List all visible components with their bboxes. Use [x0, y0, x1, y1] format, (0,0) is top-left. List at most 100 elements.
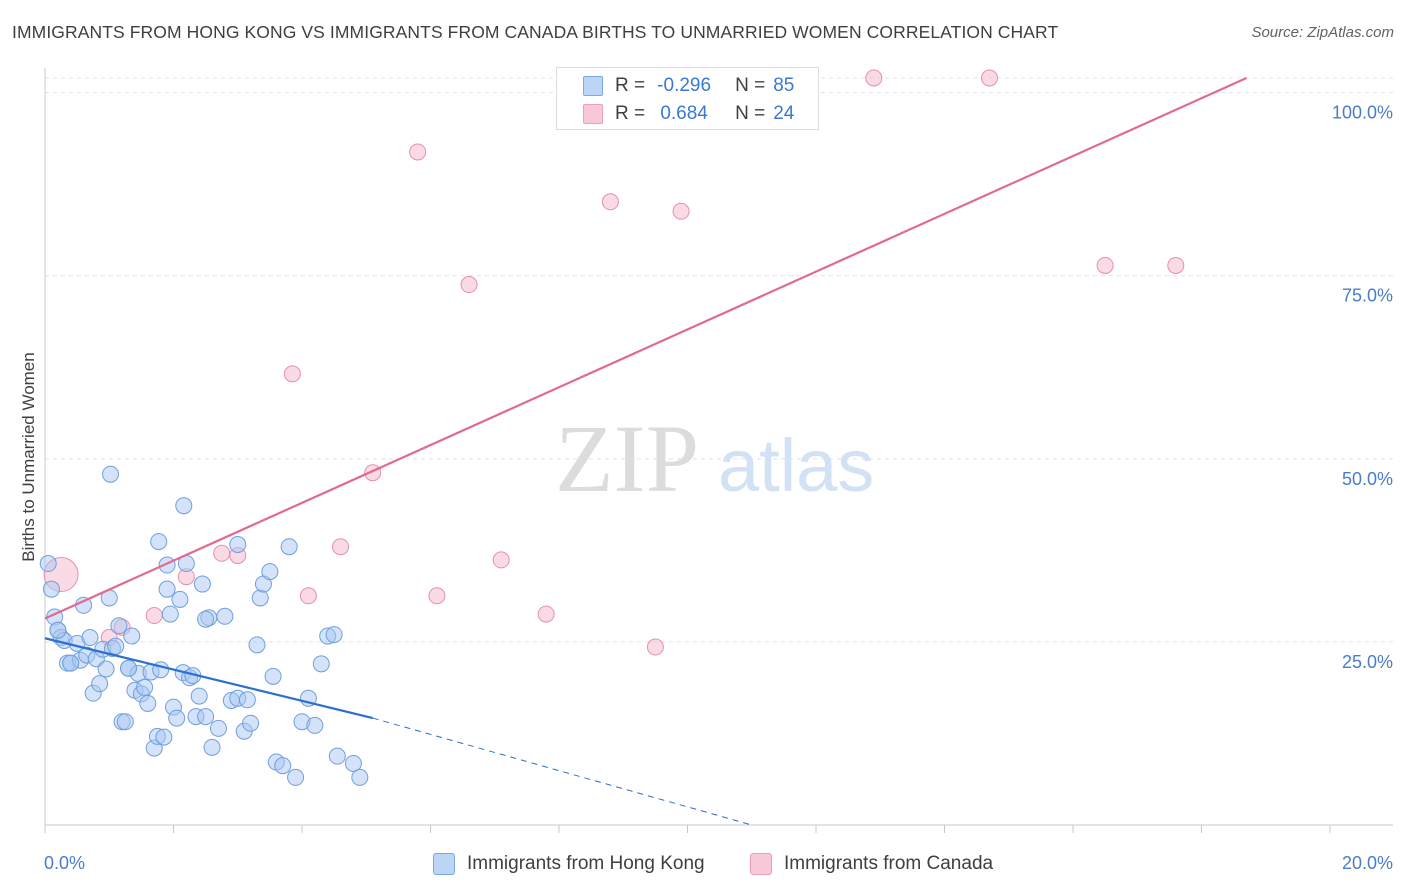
hong-kong-point [306, 716, 324, 734]
source-label: Source: ZipAtlas.com [1251, 24, 1394, 41]
watermark: ZIP atlas [555, 405, 874, 512]
hong-kong-point [161, 605, 179, 623]
x-tick-label: 0.0% [44, 853, 85, 873]
canada-point [1096, 256, 1114, 274]
hong-kong-point [216, 607, 234, 625]
hong-kong-point [120, 659, 138, 677]
legend-n-value: 24 [773, 103, 795, 124]
canada-point [428, 587, 446, 605]
hong-kong-point [116, 713, 134, 731]
hong-kong-point [229, 536, 247, 554]
hong-kong-point [193, 575, 211, 593]
canada-point [865, 69, 883, 87]
hong-kong-point [280, 538, 298, 556]
canada-trend-line [44, 76, 1247, 620]
canada-point [672, 202, 690, 220]
hong-kong-point [209, 719, 227, 737]
hong-kong-point [312, 655, 330, 673]
hong-kong-point [203, 738, 221, 756]
hong-kong-point [42, 580, 60, 598]
hong-kong-point [39, 555, 57, 573]
bottom-legend-label-hong-kong: Immigrants from Hong Kong [467, 853, 705, 874]
bottom-legend-canada: Immigrants from Canada [750, 851, 993, 877]
canada-point [537, 605, 555, 623]
canada-point [332, 538, 350, 556]
hong-kong-point [110, 617, 128, 635]
canada-point [460, 276, 478, 294]
hong-kong-point [139, 694, 157, 712]
hong-kong-point [171, 590, 189, 608]
hong-kong-points [39, 465, 369, 786]
canada-point [145, 607, 163, 625]
correlation-legend: R = -0.296 N = 85 R = 0.684 N = 24 [556, 67, 819, 130]
hong-kong-point [91, 675, 109, 693]
hong-kong-point [190, 687, 208, 705]
y-tick-labels: 25.0% 50.0% 75.0% 100.0% [1332, 103, 1393, 672]
bottom-legend-label-canada: Immigrants from Canada [784, 853, 994, 874]
canada-point [409, 143, 427, 161]
hong-kong-point [168, 709, 186, 727]
chart-title: IMMIGRANTS FROM HONG KONG VS IMMIGRANTS … [12, 22, 1059, 42]
hong-kong-point [325, 626, 343, 644]
y-axis-label: Births to Unmarried Women [19, 352, 38, 561]
hong-kong-point [155, 728, 173, 746]
hong-kong-point [261, 563, 279, 581]
legend-row-canada: R = 0.684 N = 24 [615, 101, 794, 127]
legend-r-value: -0.296 [657, 75, 712, 96]
hong-kong-point [242, 714, 260, 732]
legend-r-value: 0.684 [660, 103, 708, 124]
legend-n-label: N = [735, 75, 766, 96]
hong-kong-point [287, 768, 305, 786]
y-tick-label: 25.0% [1342, 652, 1393, 672]
x-tick-label: 20.0% [1342, 853, 1393, 873]
canada-point [1167, 256, 1185, 274]
hong-kong-point [81, 629, 99, 647]
canada-point [646, 638, 664, 656]
legend-n-value: 85 [773, 75, 795, 96]
hong-kong-point [197, 708, 215, 726]
hong-kong-point [123, 627, 141, 645]
hong-kong-point [197, 610, 215, 628]
bottom-legend-swatch-hong-kong [433, 853, 455, 875]
watermark-atlas: atlas [718, 424, 874, 507]
legend-swatch-canada [583, 104, 603, 124]
hong-kong-point [344, 754, 362, 772]
hong-kong-point [62, 654, 80, 672]
hong-kong-point [107, 637, 125, 655]
canada-point [213, 544, 231, 562]
hong-kong-point [102, 465, 120, 483]
legend-row-hong-kong: R = -0.296 N = 85 [615, 73, 794, 99]
canada-point [601, 193, 619, 211]
axes [44, 68, 1393, 833]
hong-kong-point [328, 747, 346, 765]
legend-r-label: R = [615, 75, 646, 96]
hong-kong-point [158, 580, 176, 598]
hong-kong-point [175, 497, 193, 515]
canada-point [492, 551, 510, 569]
hong-kong-point [251, 589, 269, 607]
watermark-zip: ZIP [555, 405, 699, 512]
hong-kong-point [248, 636, 266, 654]
hong-kong-point [264, 667, 282, 685]
hong-kong-point [274, 757, 292, 775]
gridlines [45, 77, 1393, 643]
hong-kong-point [97, 660, 115, 678]
hong-kong-trend-extension [372, 717, 752, 826]
canada-point [299, 587, 317, 605]
canada-point [283, 365, 301, 383]
legend-n-label: N = [735, 103, 766, 124]
hong-kong-trend-line [44, 637, 373, 720]
hong-kong-point [49, 621, 67, 639]
y-tick-label: 100.0% [1332, 103, 1393, 123]
hong-kong-point [238, 691, 256, 709]
y-tick-label: 75.0% [1342, 286, 1393, 306]
legend-r-label: R = [615, 103, 646, 124]
hong-kong-point [136, 678, 154, 696]
x-tick-labels: 0.0% 20.0% [44, 853, 1393, 873]
y-tick-label: 50.0% [1342, 469, 1393, 489]
bottom-legend-hong-kong: Immigrants from Hong Kong [433, 851, 705, 877]
bottom-legend-swatch-canada [750, 853, 772, 875]
legend-swatch-hong-kong [583, 76, 603, 96]
canada-point [980, 69, 998, 87]
